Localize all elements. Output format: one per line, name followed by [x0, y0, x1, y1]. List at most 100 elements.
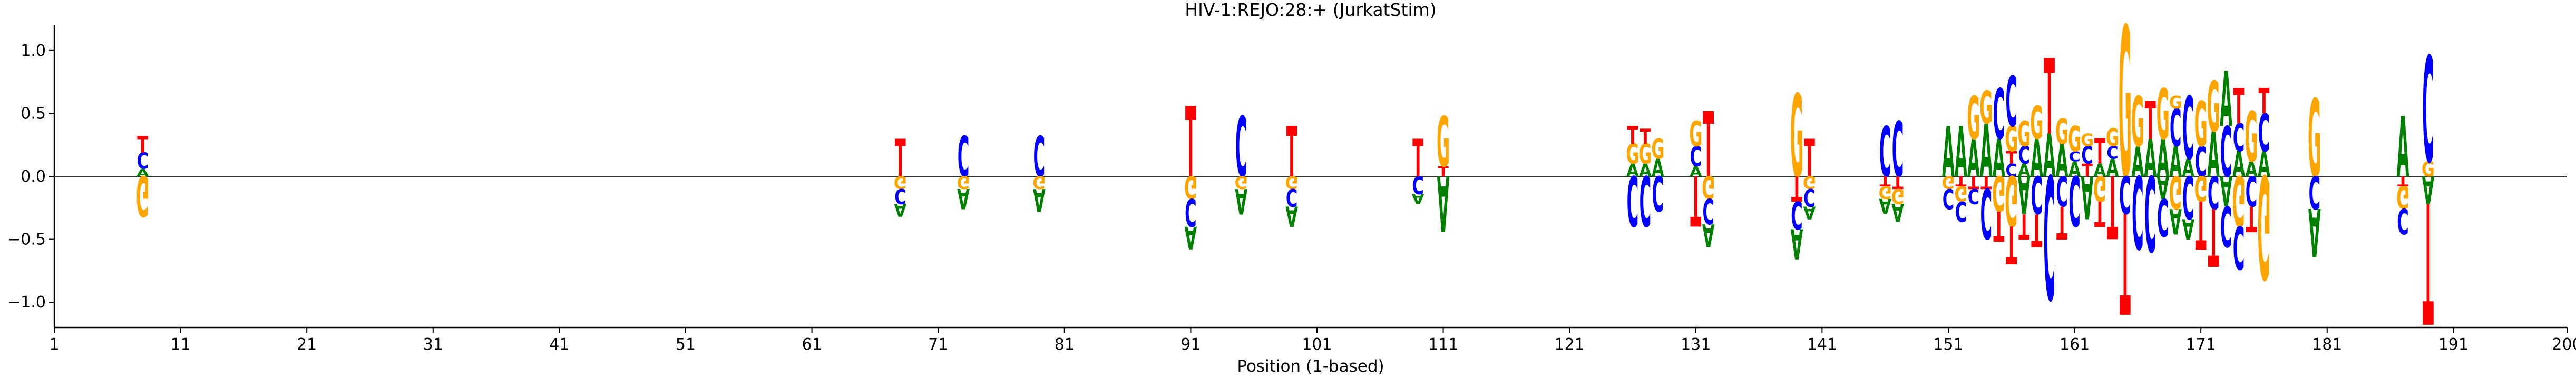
glyph-letter: G — [1638, 138, 1652, 171]
glyph-G: G — [2207, 68, 2220, 147]
glyph-letter: A — [1980, 109, 1993, 194]
glyph-A: A — [2220, 166, 2232, 214]
glyph-letter: C — [2157, 186, 2169, 247]
glyph-T: T — [1627, 122, 1638, 150]
x-tick-label: 81 — [1055, 335, 1075, 354]
glyph-letter: A — [2018, 161, 2031, 181]
glyph-letter: G — [1954, 181, 1967, 205]
glyph-G: G — [1032, 172, 1046, 192]
x-tick-label: 91 — [1180, 335, 1201, 354]
glyph-letter: C — [2258, 104, 2270, 164]
glyph-letter: C — [2208, 165, 2219, 217]
glyph-T: T — [2259, 82, 2270, 122]
x-tick-label: 181 — [2312, 335, 2342, 354]
glyph-G: G — [1638, 138, 1652, 171]
glyph-letter: G — [2068, 120, 2081, 160]
glyph-A: A — [2422, 167, 2435, 211]
glyph-G: G — [1992, 164, 2005, 220]
glyph-C: C — [2106, 144, 2118, 163]
x-tick-label: 1 — [49, 335, 59, 354]
glyph-T: T — [2031, 203, 2042, 254]
glyph-T: T — [2246, 198, 2257, 238]
glyph-T: T — [1690, 160, 1701, 239]
glyph-letter: C — [2018, 142, 2029, 170]
glyph-letter: A — [957, 182, 970, 214]
glyph-T: T — [2044, 38, 2055, 158]
glyph-letter: G — [1803, 172, 1816, 192]
glyph-C: C — [2081, 142, 2093, 170]
glyph-A: A — [2232, 145, 2245, 185]
glyph-G: G — [1803, 172, 1816, 192]
glyph-letter: A — [1955, 113, 1967, 193]
glyph-C: C — [2422, 27, 2434, 196]
glyph-letter: T — [2006, 148, 2017, 168]
glyph-letter: T — [1185, 87, 1196, 200]
glyph-T: T — [1412, 129, 1423, 190]
glyph-letter: A — [2397, 100, 2409, 196]
glyph-T: T — [1804, 129, 1815, 190]
glyph-letter: C — [2220, 113, 2232, 193]
x-tick-label: 51 — [676, 335, 696, 354]
glyph-C: C — [2157, 186, 2169, 247]
glyph-T: T — [1185, 87, 1196, 200]
glyph-letter: T — [1880, 173, 1891, 189]
glyph-C: C — [1235, 100, 1247, 196]
glyph-letter: G — [2119, 0, 2132, 225]
glyph-C: C — [2006, 161, 2017, 181]
glyph-letter: C — [2081, 142, 2093, 170]
glyph-letter: G — [1285, 172, 1299, 192]
glyph-G: G — [2093, 167, 2106, 207]
glyph-letter: T — [1804, 129, 1815, 190]
glyph-C: C — [1652, 164, 1664, 220]
x-tick-label: 151 — [1933, 335, 1963, 354]
y-tick-label: −0.5 — [7, 231, 46, 249]
glyph-letter: T — [2259, 82, 2270, 122]
glyph-letter: A — [2245, 157, 2258, 182]
glyph-T: T — [2018, 205, 2029, 245]
glyph-letter: C — [1235, 100, 1247, 196]
glyph-C: C — [1892, 106, 1904, 195]
glyph-letter: C — [958, 126, 969, 190]
x-tick-label: 31 — [423, 335, 443, 354]
glyph-A: A — [2157, 168, 2169, 205]
glyph-letter: A — [2157, 129, 2169, 190]
glyph-G: G — [2245, 98, 2258, 177]
glyph-letter: T — [2044, 38, 2055, 158]
glyph-letter: A — [1993, 129, 2005, 190]
glyph-C: C — [1879, 113, 1891, 193]
glyph-G: G — [2055, 113, 2068, 153]
glyph-G: G — [2169, 165, 2182, 217]
glyph-C: C — [2208, 165, 2219, 217]
glyph-T: T — [2082, 161, 2093, 181]
glyph-T: T — [2094, 133, 2105, 173]
glyph-A: A — [2182, 155, 2194, 183]
glyph-C: C — [2246, 166, 2257, 214]
glyph-G: G — [2169, 93, 2182, 113]
glyph-A: A — [1235, 180, 1247, 220]
glyph-G: G — [2308, 78, 2321, 202]
x-tick-label: 61 — [802, 335, 822, 354]
glyph-letter: G — [136, 163, 149, 227]
glyph-letter: T — [2018, 205, 2029, 245]
glyph-T: T — [2094, 193, 2105, 233]
glyph-letter: C — [136, 148, 148, 174]
glyph-G: G — [1235, 172, 1248, 192]
glyph-letter: A — [2308, 193, 2321, 269]
glyph-letter: G — [1626, 138, 1639, 171]
glyph-C: C — [1803, 183, 1815, 211]
glyph-letter: C — [2220, 193, 2232, 257]
glyph-letter: G — [1941, 172, 1955, 192]
glyph-letter: G — [1702, 168, 1715, 205]
glyph-A: A — [1690, 164, 1702, 180]
glyph-letter: A — [1412, 191, 1424, 206]
glyph-T: T — [2107, 156, 2118, 256]
glyph-A: A — [1702, 216, 1715, 253]
glyph-A: A — [2094, 161, 2106, 181]
glyph-G: G — [2106, 124, 2119, 152]
glyph-letter: G — [894, 172, 907, 192]
glyph-T: T — [2423, 165, 2434, 357]
glyph-C: C — [1412, 170, 1423, 198]
x-tick-label: 131 — [1681, 335, 1711, 354]
x-axis-label: Position (1-based) — [1237, 357, 1384, 376]
